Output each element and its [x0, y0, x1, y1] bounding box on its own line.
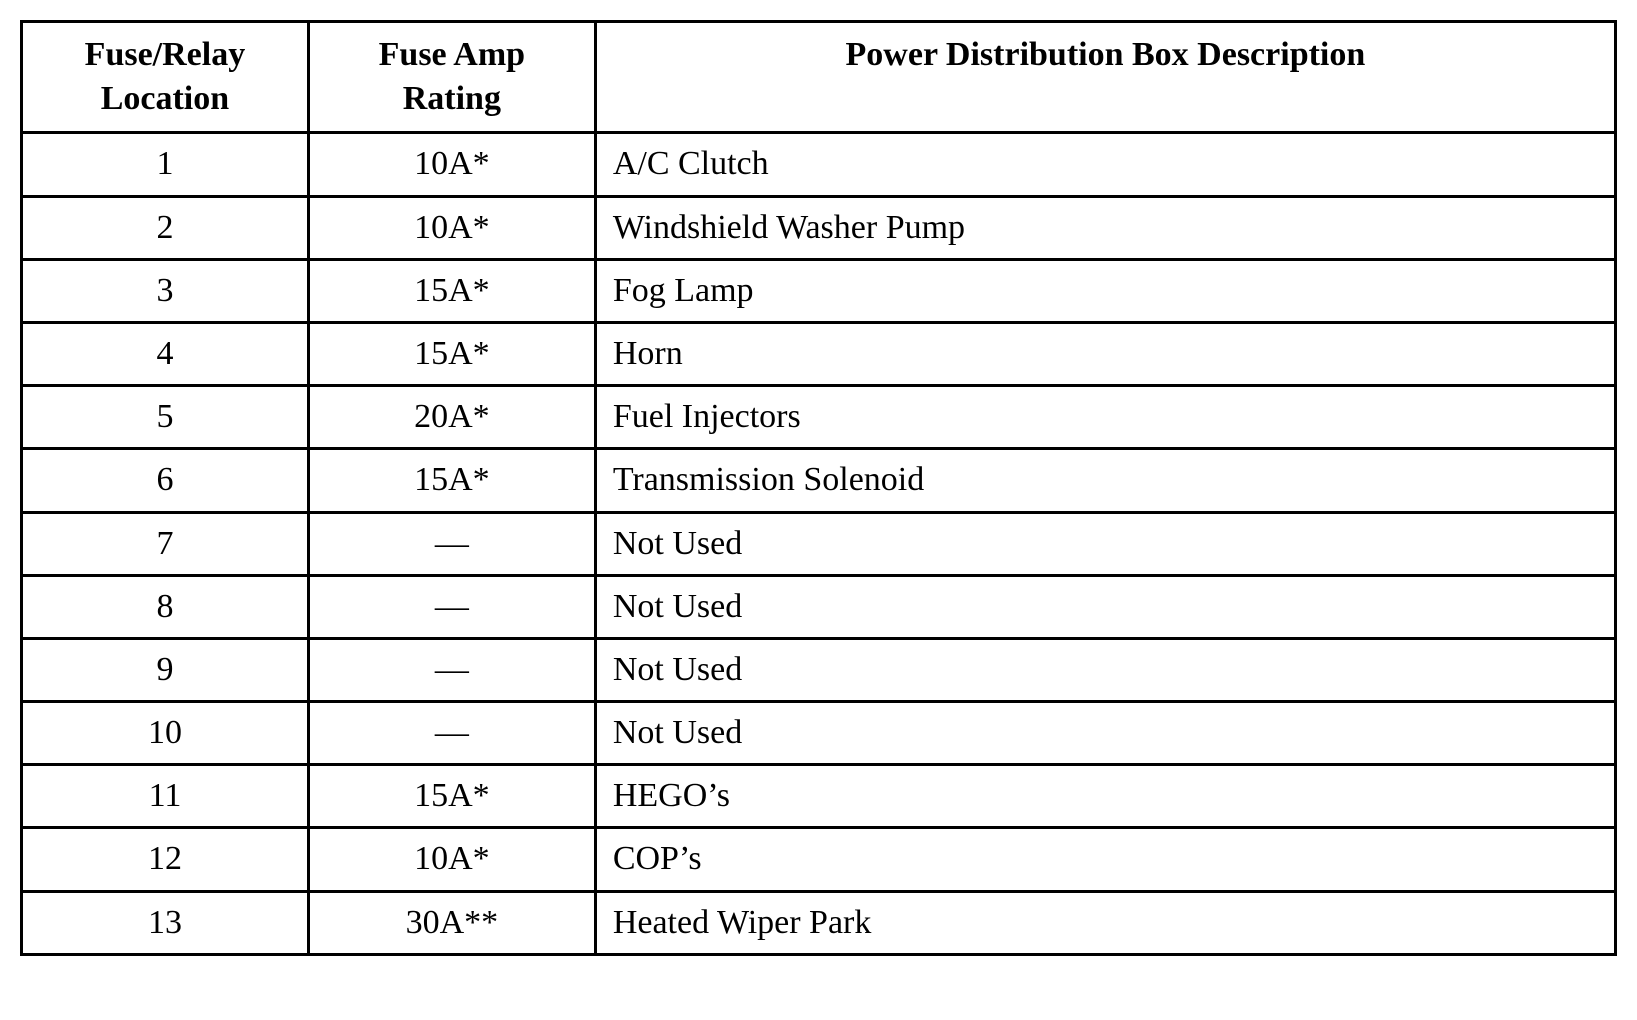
table-header-row: Fuse/Relay Location Fuse Amp Rating Powe…	[22, 22, 1616, 133]
header-description: Power Distribution Box Description	[595, 22, 1615, 133]
cell-description: Heated Wiper Park	[595, 891, 1615, 954]
cell-description: Horn	[595, 322, 1615, 385]
cell-location: 12	[22, 828, 309, 891]
cell-rating: —	[308, 638, 595, 701]
table-row: 3 15A* Fog Lamp	[22, 259, 1616, 322]
cell-description: HEGO’s	[595, 765, 1615, 828]
cell-description: Windshield Washer Pump	[595, 196, 1615, 259]
table-row: 1 10A* A/C Clutch	[22, 133, 1616, 196]
table-row: 13 30A** Heated Wiper Park	[22, 891, 1616, 954]
cell-rating: —	[308, 702, 595, 765]
cell-rating: 10A*	[308, 196, 595, 259]
cell-location: 8	[22, 575, 309, 638]
cell-location: 2	[22, 196, 309, 259]
cell-description: Not Used	[595, 575, 1615, 638]
cell-description: Fog Lamp	[595, 259, 1615, 322]
cell-description: Not Used	[595, 512, 1615, 575]
fuse-table: Fuse/Relay Location Fuse Amp Rating Powe…	[20, 20, 1617, 956]
cell-rating: 15A*	[308, 449, 595, 512]
cell-rating: —	[308, 512, 595, 575]
cell-description: A/C Clutch	[595, 133, 1615, 196]
table-row: 7 — Not Used	[22, 512, 1616, 575]
cell-location: 4	[22, 322, 309, 385]
cell-rating: 30A**	[308, 891, 595, 954]
cell-location: 3	[22, 259, 309, 322]
cell-location: 7	[22, 512, 309, 575]
header-location: Fuse/Relay Location	[22, 22, 309, 133]
table-header: Fuse/Relay Location Fuse Amp Rating Powe…	[22, 22, 1616, 133]
cell-location: 10	[22, 702, 309, 765]
cell-rating: 10A*	[308, 133, 595, 196]
table-row: 9 — Not Used	[22, 638, 1616, 701]
table-row: 6 15A* Transmission Solenoid	[22, 449, 1616, 512]
cell-location: 1	[22, 133, 309, 196]
cell-location: 9	[22, 638, 309, 701]
table-row: 2 10A* Windshield Washer Pump	[22, 196, 1616, 259]
table-row: 11 15A* HEGO’s	[22, 765, 1616, 828]
cell-rating: 20A*	[308, 386, 595, 449]
cell-location: 11	[22, 765, 309, 828]
table-body: 1 10A* A/C Clutch 2 10A* Windshield Wash…	[22, 133, 1616, 954]
cell-rating: 15A*	[308, 259, 595, 322]
cell-description: COP’s	[595, 828, 1615, 891]
cell-description: Fuel Injectors	[595, 386, 1615, 449]
header-rating: Fuse Amp Rating	[308, 22, 595, 133]
table-row: 4 15A* Horn	[22, 322, 1616, 385]
cell-location: 13	[22, 891, 309, 954]
cell-location: 6	[22, 449, 309, 512]
cell-description: Not Used	[595, 702, 1615, 765]
cell-rating: 15A*	[308, 322, 595, 385]
cell-rating: 15A*	[308, 765, 595, 828]
table-row: 5 20A* Fuel Injectors	[22, 386, 1616, 449]
table-row: 12 10A* COP’s	[22, 828, 1616, 891]
cell-description: Not Used	[595, 638, 1615, 701]
cell-rating: —	[308, 575, 595, 638]
table-row: 10 — Not Used	[22, 702, 1616, 765]
cell-rating: 10A*	[308, 828, 595, 891]
cell-description: Transmission Solenoid	[595, 449, 1615, 512]
cell-location: 5	[22, 386, 309, 449]
table-row: 8 — Not Used	[22, 575, 1616, 638]
